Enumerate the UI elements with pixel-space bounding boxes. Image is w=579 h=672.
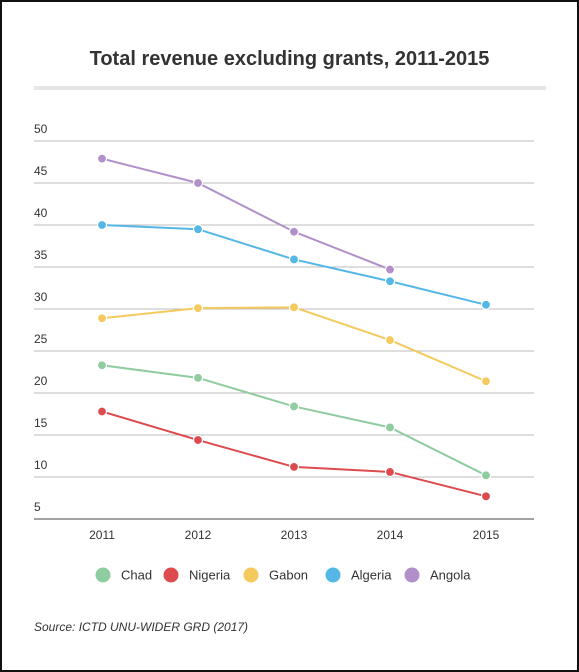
data-point-nigeria-2013	[288, 461, 300, 473]
data-point-chad-2012	[192, 372, 204, 383]
data-point-angola-2011	[96, 153, 108, 164]
x-tick-label-2013: 2013	[281, 528, 308, 542]
data-point-gabon-2012	[192, 303, 204, 314]
source-note: Source: ICTD UNU-WIDER GRD (2017)	[34, 620, 249, 634]
x-tick-label-2014: 2014	[377, 528, 404, 542]
y-tick-label-45: 45	[34, 164, 48, 178]
data-point-algeria-2011	[96, 219, 108, 231]
data-point-angola-2013	[288, 226, 300, 237]
data-point-nigeria-2012	[192, 434, 204, 446]
data-point-algeria-2014	[384, 276, 396, 287]
y-tick-label-25: 25	[34, 332, 48, 346]
y-tick-label-40: 40	[34, 206, 48, 220]
series-line-nigeria	[101, 410, 487, 498]
data-point-gabon-2015	[480, 376, 492, 387]
x-tick-label-2015: 2015	[473, 528, 500, 542]
data-point-algeria-2012	[192, 224, 204, 235]
data-point-nigeria-2015	[480, 491, 492, 502]
data-point-angola-2014	[384, 264, 396, 275]
legend-label-chad: Chad	[121, 568, 152, 583]
x-tick-label-2012: 2012	[185, 528, 212, 542]
data-point-chad-2014	[384, 422, 396, 433]
y-tick-label-50: 50	[34, 122, 48, 136]
legend-label-nigeria: Nigeria	[189, 568, 231, 583]
legend-swatch-angola	[404, 567, 420, 583]
legend-label-angola: Angola	[430, 568, 471, 583]
legend-swatch-chad	[95, 567, 111, 583]
series-line-angola	[101, 157, 391, 271]
data-point-angola-2012	[192, 177, 204, 189]
y-tick-label-5: 5	[34, 500, 41, 514]
chart-title: Total revenue excluding grants, 2011-201…	[89, 48, 490, 70]
y-tick-label-35: 35	[34, 248, 48, 262]
title-divider	[34, 86, 546, 90]
data-point-nigeria-2011	[96, 406, 108, 417]
y-tick-label-30: 30	[34, 290, 48, 304]
x-tick-label-2011: 2011	[89, 528, 115, 542]
data-point-chad-2013	[288, 401, 300, 412]
series-line-chad	[101, 364, 487, 477]
legend-label-gabon: Gabon	[269, 568, 308, 583]
data-point-gabon-2014	[384, 334, 396, 346]
data-point-algeria-2013	[288, 254, 300, 265]
y-tick-label-15: 15	[34, 416, 48, 430]
legend-label-algeria: Algeria	[351, 568, 392, 583]
y-tick-label-20: 20	[34, 374, 48, 388]
series-line-gabon	[101, 306, 487, 383]
data-point-gabon-2011	[96, 313, 108, 324]
data-point-nigeria-2014	[384, 466, 396, 478]
series-line-algeria	[101, 224, 487, 306]
data-point-gabon-2013	[288, 302, 300, 313]
legend-swatch-nigeria	[163, 567, 179, 583]
legend-swatch-algeria	[325, 567, 341, 583]
legend-swatch-gabon	[243, 567, 259, 583]
y-tick-label-10: 10	[34, 458, 48, 472]
data-point-algeria-2015	[480, 299, 492, 310]
data-point-chad-2011	[96, 360, 108, 371]
data-point-chad-2015	[480, 470, 492, 481]
